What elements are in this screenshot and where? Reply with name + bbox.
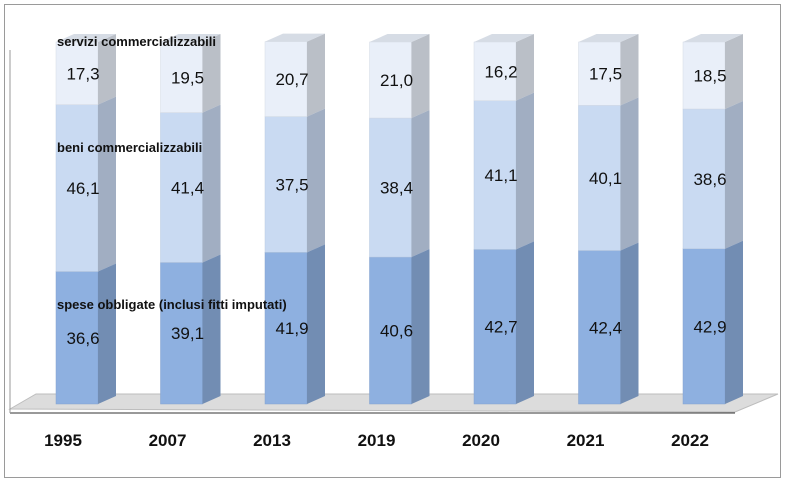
x-tick-2022: 2022 (671, 431, 709, 450)
value-label-2022-2: 18,5 (693, 66, 726, 85)
value-label-1995-2: 17,3 (66, 64, 99, 83)
value-label-2021-2: 17,5 (589, 65, 622, 84)
value-label-2007-1: 41,4 (171, 179, 204, 198)
value-label-2007-0: 39,1 (171, 324, 204, 343)
series-label-spese: spese obbligate (inclusi fitti imputati) (57, 297, 287, 312)
x-tick-2019: 2019 (358, 431, 396, 450)
value-label-1995-0: 36,6 (66, 329, 99, 348)
value-label-2013-0: 41,9 (275, 319, 308, 338)
bar-segment-2020-0 (473, 241, 534, 405)
x-tick-2020: 2020 (462, 431, 500, 450)
value-label-2019-1: 38,4 (380, 179, 413, 198)
bar-segment-2013-0 (264, 244, 325, 405)
bar-segment-2022-0 (682, 240, 743, 405)
bar-segment-2019-2 (369, 34, 430, 119)
value-label-2013-1: 37,5 (275, 175, 308, 194)
x-tick-1995: 1995 (44, 431, 82, 450)
bar-segment-2020-1 (473, 92, 534, 250)
bar-segment-2022-2 (682, 34, 743, 110)
series-label-servizi: servizi commercializzabili (57, 34, 216, 49)
value-label-2022-0: 42,9 (693, 317, 726, 336)
value-label-1995-1: 46,1 (66, 179, 99, 198)
bar-segment-2021-2 (578, 34, 639, 106)
value-label-2021-0: 42,4 (589, 318, 622, 337)
bar-segment-2020-2 (473, 34, 534, 101)
value-label-2020-0: 42,7 (484, 318, 517, 337)
value-label-2019-0: 40,6 (380, 322, 413, 341)
x-tick-2021: 2021 (567, 431, 605, 450)
bar-segment-2013-2 (264, 33, 325, 117)
x-tick-2007: 2007 (149, 431, 187, 450)
bar-segment-1995-2 (55, 34, 116, 105)
value-label-2020-2: 16,2 (484, 62, 517, 81)
series-label-beni: beni commercializzabili (57, 140, 202, 155)
value-label-2007-2: 19,5 (171, 68, 204, 87)
value-label-2020-1: 41,1 (484, 166, 517, 185)
value-label-2022-1: 38,6 (693, 170, 726, 189)
x-tick-2013: 2013 (253, 431, 291, 450)
bar-segment-2007-2 (160, 34, 221, 113)
value-label-2021-1: 40,1 (589, 169, 622, 188)
value-label-2019-2: 21,0 (380, 71, 413, 90)
value-label-2013-2: 20,7 (275, 70, 308, 89)
